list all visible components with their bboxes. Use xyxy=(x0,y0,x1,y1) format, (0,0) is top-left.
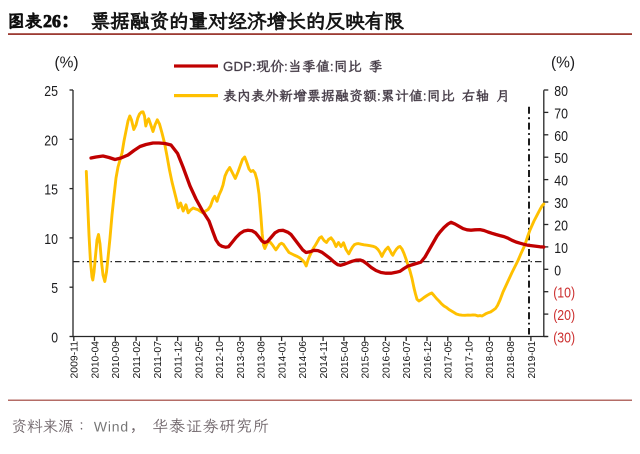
svg-text:(10): (10) xyxy=(553,285,575,302)
svg-text:0: 0 xyxy=(554,262,561,279)
svg-text:(20): (20) xyxy=(553,307,575,324)
svg-text:2015-09: 2015-09 xyxy=(360,341,372,379)
svg-text:2012-10: 2012-10 xyxy=(214,341,226,379)
svg-text:2014-06: 2014-06 xyxy=(297,341,309,379)
svg-text:2010-09: 2010-09 xyxy=(110,341,122,379)
svg-text:2015-04: 2015-04 xyxy=(339,341,351,379)
svg-text:2010-04: 2010-04 xyxy=(89,341,101,379)
svg-text:0: 0 xyxy=(51,330,58,347)
svg-text:2016-02: 2016-02 xyxy=(380,341,392,379)
svg-text:70: 70 xyxy=(554,105,568,122)
svg-text:2014-01: 2014-01 xyxy=(276,341,288,379)
svg-text:2019-01: 2019-01 xyxy=(526,341,538,379)
svg-text:(%): (%) xyxy=(54,54,78,71)
svg-text:(30): (30) xyxy=(553,330,575,347)
svg-text:2013-03: 2013-03 xyxy=(235,341,247,379)
svg-text:40: 40 xyxy=(554,173,568,190)
svg-text:2016-12: 2016-12 xyxy=(422,341,434,379)
svg-text:30: 30 xyxy=(554,195,568,212)
svg-text:25: 25 xyxy=(44,83,58,100)
svg-text:2011-07: 2011-07 xyxy=(152,341,164,379)
svg-text:2017-10: 2017-10 xyxy=(464,341,476,379)
svg-text:2011-02: 2011-02 xyxy=(131,341,143,379)
svg-text:2014-11: 2014-11 xyxy=(318,341,330,379)
svg-text:2013-08: 2013-08 xyxy=(256,341,268,379)
svg-text:2011-12: 2011-12 xyxy=(173,341,185,379)
svg-text:2017-05: 2017-05 xyxy=(443,341,455,379)
svg-text:10: 10 xyxy=(554,240,568,257)
svg-text:50: 50 xyxy=(554,150,568,167)
svg-text:15: 15 xyxy=(44,182,58,199)
svg-text:5: 5 xyxy=(51,280,58,297)
svg-text:2012-05: 2012-05 xyxy=(193,341,205,379)
svg-text:80: 80 xyxy=(554,83,568,100)
svg-text:10: 10 xyxy=(44,231,58,248)
svg-text:20: 20 xyxy=(554,218,568,235)
svg-text:(%): (%) xyxy=(551,54,575,71)
svg-text:2009-11: 2009-11 xyxy=(69,341,81,379)
svg-text:60: 60 xyxy=(554,128,568,145)
svg-text:2018-08: 2018-08 xyxy=(505,341,517,379)
svg-text:2018-03: 2018-03 xyxy=(484,341,496,379)
svg-text:20: 20 xyxy=(44,132,58,149)
svg-text:2016-07: 2016-07 xyxy=(401,341,413,379)
